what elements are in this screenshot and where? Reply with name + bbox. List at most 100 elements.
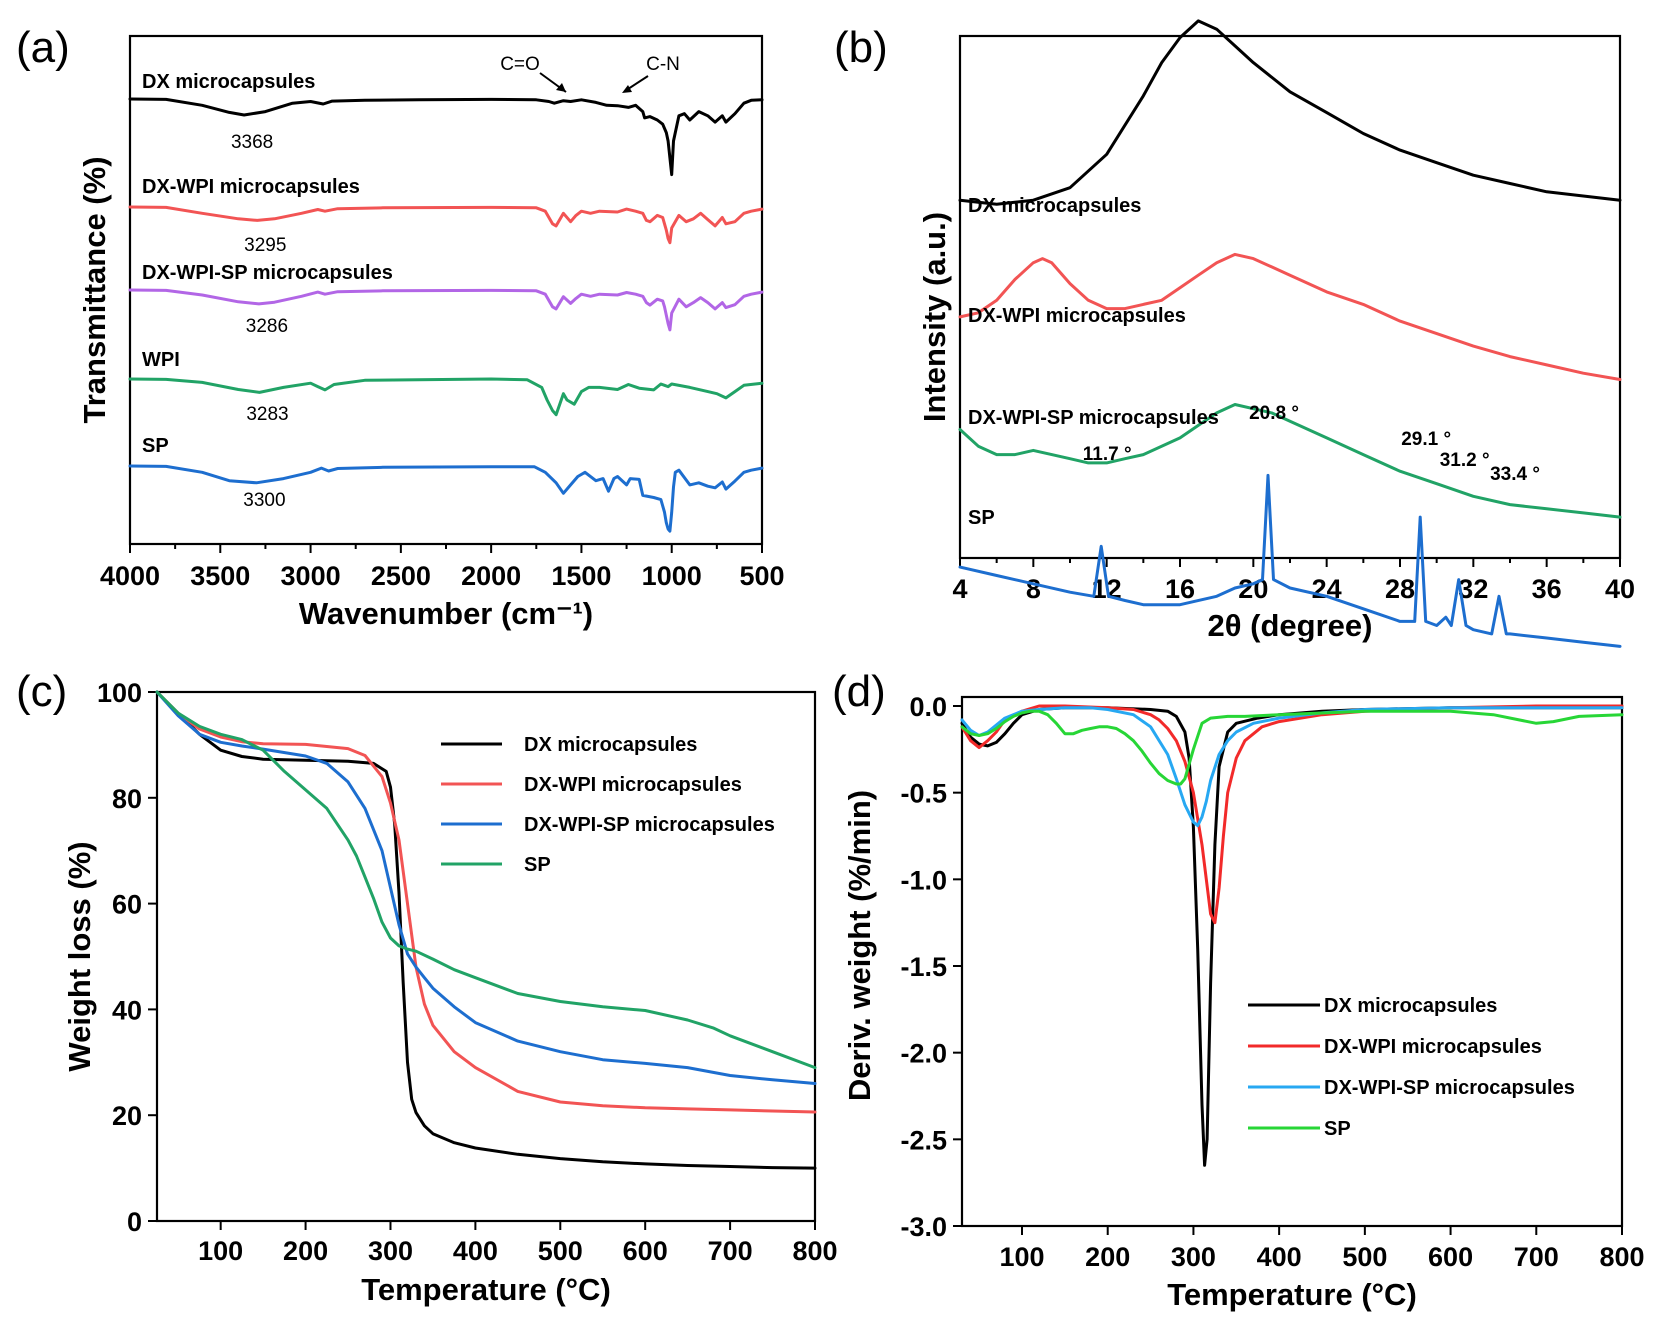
peak-annotation: 33.4 ° — [1490, 464, 1540, 485]
x-tick-label: 600 — [1428, 1242, 1473, 1272]
peak-label: 3368 — [231, 132, 273, 153]
x-tick-label: 100 — [999, 1242, 1044, 1272]
x-tick-label: 300 — [368, 1236, 413, 1266]
x-tick-label: 600 — [623, 1236, 668, 1266]
panel-d: (d) 100 200 300 400 500 600 700 800 0.0 -0.5 -1.0 -1… — [832, 667, 1645, 1312]
series-dx-wpi-microcapsules — [958, 252, 1622, 381]
x-tick-label: 500 — [1342, 1242, 1387, 1272]
series-sp — [128, 464, 764, 533]
panel-a-label: (a) — [16, 23, 70, 72]
x-tick-label: 32 — [1458, 574, 1488, 604]
series-label-dx-microcapsules: DX microcapsules — [968, 195, 1141, 217]
x-tick-label: 300 — [1171, 1242, 1216, 1272]
legend-label-dx-wpi-sp-microcapsules: DX-WPI-SP microcapsules — [524, 814, 775, 836]
y-tick-label: 20 — [112, 1101, 142, 1131]
series-dx-microcapsules — [128, 97, 764, 177]
x-tick-label: 3500 — [190, 561, 250, 591]
x-tick-label: 4 — [952, 574, 967, 604]
series-sp — [958, 473, 1622, 648]
y-axis-label: Weight loss (%) — [62, 841, 97, 1071]
series-label-sp: SP — [142, 435, 169, 457]
series-dx-wpi-microcapsules — [155, 690, 817, 1114]
x-tick-label: 800 — [792, 1236, 837, 1266]
y-axis-label: Intensity (a.u.) — [917, 212, 952, 422]
x-tick-label: 1500 — [551, 561, 611, 591]
peak-annotation: 29.1 ° — [1401, 429, 1451, 450]
panel-d-frame — [960, 695, 1624, 1228]
series-dx-microcapsules — [958, 19, 1622, 206]
series-label-dx-microcapsules: DX microcapsules — [142, 71, 315, 93]
x-tick-label: 500 — [538, 1236, 583, 1266]
y-tick-label: -2.5 — [900, 1125, 947, 1155]
peak-annotation: 11.7 ° — [1083, 444, 1132, 465]
y-tick-label: -1.5 — [900, 952, 947, 982]
y-tick-label: 0.0 — [909, 692, 947, 722]
panel-b-label: (b) — [834, 23, 888, 72]
series-dx-wpi-microcapsules — [960, 704, 1624, 925]
x-tick-label: 100 — [198, 1236, 243, 1266]
x-tick-label: 700 — [708, 1236, 753, 1266]
peak-label: 3283 — [246, 404, 288, 425]
series-wpi — [128, 377, 764, 417]
series-label-dx-wpi-microcapsules: DX-WPI microcapsules — [142, 176, 360, 198]
y-tick-label: -3.0 — [900, 1212, 947, 1242]
x-tick-label: 1000 — [642, 561, 702, 591]
x-tick-label: 2500 — [371, 561, 431, 591]
panel-c-frame — [155, 690, 817, 1223]
legend-label-dx-wpi-sp-microcapsules: DX-WPI-SP microcapsules — [1324, 1077, 1575, 1099]
annotation-c-n: C-N — [646, 54, 680, 75]
panel-c-label: (c) — [16, 667, 67, 716]
x-tick-label: 200 — [283, 1236, 328, 1266]
y-tick-label: -0.5 — [900, 779, 947, 809]
y-tick-label: 40 — [112, 995, 142, 1025]
x-tick-label: 400 — [1257, 1242, 1302, 1272]
x-axis-label: 2θ (degree) — [1208, 608, 1373, 643]
legend-label-dx-wpi-microcapsules: DX-WPI microcapsules — [524, 774, 742, 796]
peak-annotation: 31.2 ° — [1440, 450, 1490, 471]
x-axis-label: Temperature (°C) — [1167, 1277, 1417, 1312]
x-tick-label: 4000 — [100, 561, 160, 591]
x-tick-label: 16 — [1165, 574, 1195, 604]
legend-label-sp: SP — [524, 854, 551, 876]
annotation-arrowhead — [556, 83, 566, 92]
y-axis-label: Transmittance (%) — [77, 156, 112, 423]
y-tick-label: 60 — [112, 890, 142, 920]
annotation-arrowhead — [622, 85, 632, 93]
y-tick-label: -2.0 — [900, 1039, 947, 1069]
annotation-c-o: C=O — [500, 54, 540, 75]
legend-label-dx-microcapsules: DX microcapsules — [524, 734, 697, 756]
x-tick-label: 500 — [739, 561, 784, 591]
legend-label-sp: SP — [1324, 1118, 1351, 1140]
series-label-dx-wpi-sp-microcapsules: DX-WPI-SP microcapsules — [968, 407, 1219, 429]
panel-c: (c) 100 200 300 400 500 600 700 800 0 20 40 60 80 100 T… — [16, 667, 838, 1307]
peak-annotation: 20.8 ° — [1249, 403, 1299, 424]
x-tick-label: 700 — [1514, 1242, 1559, 1272]
panel-a: (a) 4000 3500 3000 2500 2000 1500 1000 500 Wavenu… — [16, 23, 785, 631]
y-tick-label: 0 — [127, 1207, 142, 1237]
series-dx-microcapsules — [155, 690, 817, 1170]
series-label-wpi: WPI — [142, 349, 180, 371]
legend-label-dx-wpi-microcapsules: DX-WPI microcapsules — [1324, 1036, 1542, 1058]
x-tick-label: 200 — [1085, 1242, 1130, 1272]
x-tick-label: 2000 — [461, 561, 521, 591]
series-dx-wpi-microcapsules — [128, 205, 764, 245]
x-tick-label: 800 — [1599, 1242, 1644, 1272]
panel-d-label: (d) — [832, 667, 886, 716]
series-dx-wpi-sp-microcapsules — [960, 706, 1624, 828]
series-dx-wpi-sp-microcapsules — [155, 690, 817, 1085]
series-dx-wpi-sp-microcapsules — [128, 288, 764, 332]
series-sp — [155, 690, 817, 1070]
x-tick-label: 40 — [1605, 574, 1635, 604]
x-tick-label: 36 — [1532, 574, 1562, 604]
peak-label: 3295 — [244, 235, 286, 256]
peak-label: 3300 — [243, 490, 285, 511]
peak-label: 3286 — [246, 316, 288, 337]
x-axis-label: Temperature (°C) — [361, 1272, 611, 1307]
y-axis-label: Deriv. weight (%/min) — [842, 790, 877, 1101]
x-tick-label: 8 — [1026, 574, 1041, 604]
y-tick-label: -1.0 — [900, 865, 947, 895]
y-tick-label: 80 — [112, 784, 142, 814]
x-tick-label: 400 — [453, 1236, 498, 1266]
